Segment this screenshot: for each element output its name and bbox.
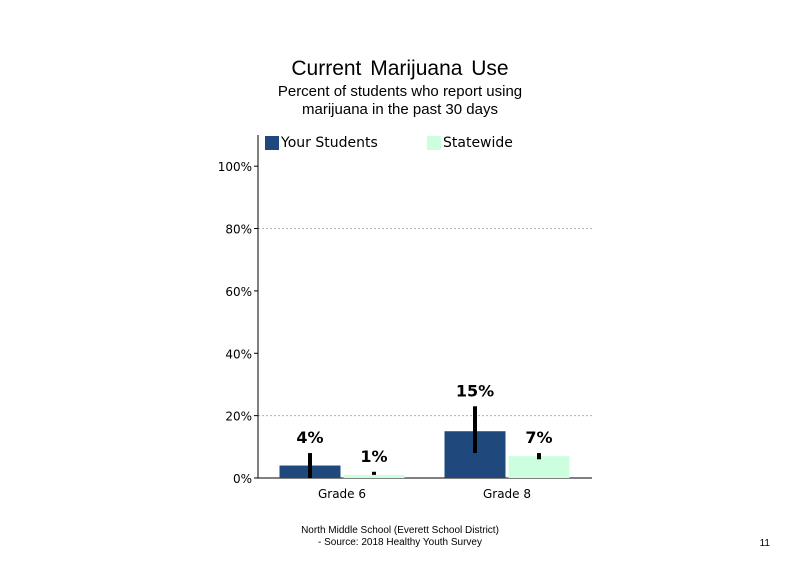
- y-tick-label-4: 80%: [225, 223, 252, 237]
- legend-swatch-statewide: [427, 136, 441, 150]
- chart-title: Current Marijuana Use: [291, 57, 509, 80]
- data-label-your-students-0: 4%: [296, 428, 323, 447]
- y-tick-label-3: 60%: [225, 285, 252, 299]
- legend-item-your-students: Your Students: [265, 134, 378, 152]
- footer-source: - Source: 2018 Healthy Youth Survey: [318, 537, 482, 548]
- legend-item-statewide: Statewide: [427, 134, 513, 152]
- x-tick-label-1: Grade 8: [483, 487, 531, 501]
- y-tick-label-5: 100%: [218, 160, 252, 174]
- bar-statewide-0: [343, 474, 405, 478]
- data-label-statewide-1: 7%: [525, 428, 552, 447]
- legend-swatch-your-students: [265, 136, 279, 150]
- x-tick-label-0: Grade 6: [318, 487, 366, 501]
- y-tick-label-0: 0%: [233, 472, 252, 486]
- page-number: 11: [759, 538, 770, 549]
- legend-label-your-students: Your Students: [281, 135, 378, 151]
- legend-label-statewide: Statewide: [443, 135, 513, 151]
- data-label-statewide-0: 1%: [360, 447, 387, 466]
- footer-school: North Middle School (Everett School Dist…: [301, 525, 499, 536]
- data-label-your-students-1: 15%: [456, 381, 494, 400]
- y-tick-label-2: 40%: [225, 347, 252, 361]
- chart-subtitle: Percent of students who report using mar…: [277, 83, 523, 118]
- bar-statewide-1: [508, 456, 570, 478]
- footer: North Middle School (Everett School Dist…: [230, 525, 570, 549]
- y-tick-label-1: 20%: [225, 410, 252, 424]
